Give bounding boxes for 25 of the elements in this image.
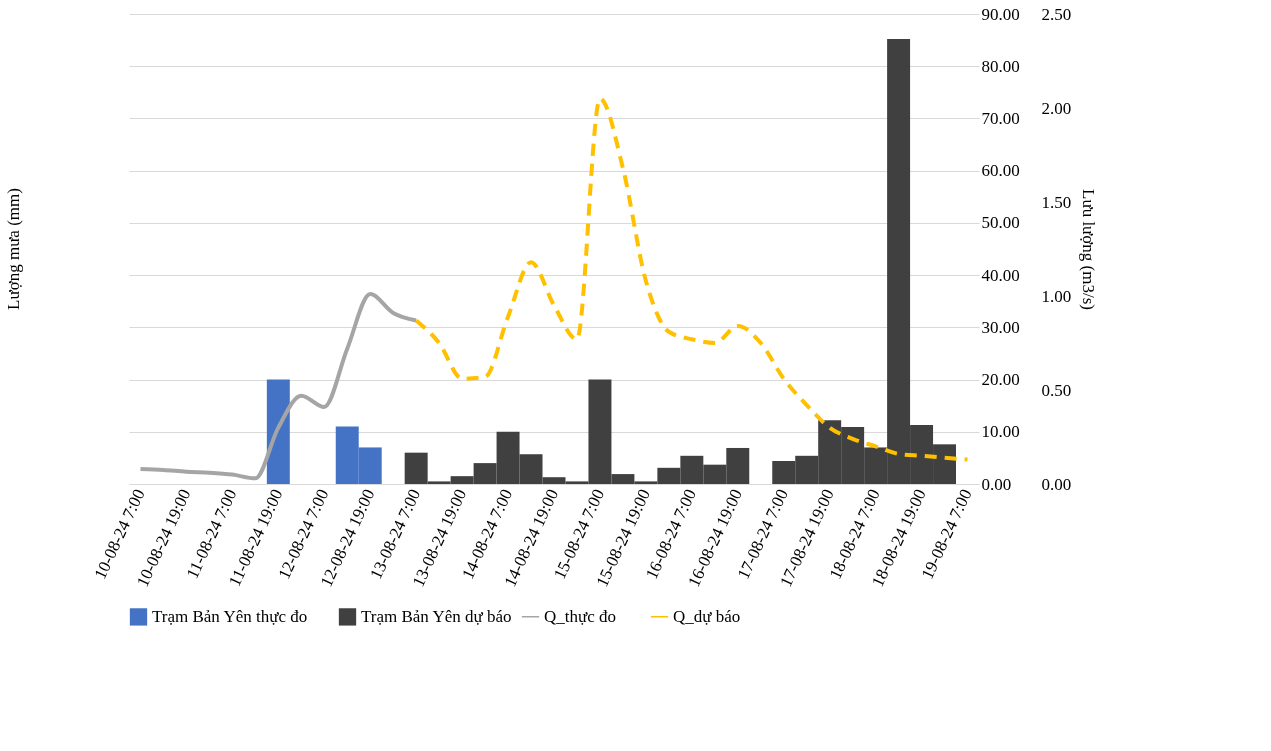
y-tick-label: 20.00 xyxy=(981,370,1020,390)
y2-tick-label: 1.00 xyxy=(1041,286,1072,306)
y2-tick-label: 0.50 xyxy=(1041,380,1072,400)
y-tick-label: 0.00 xyxy=(981,474,1012,494)
y-tick-label: 30.00 xyxy=(981,317,1020,337)
y2-tick-label: 2.50 xyxy=(1041,4,1072,24)
y2-axis-title: Lưu lượng (m3/s) xyxy=(1079,189,1099,310)
y2-tick-label: 2.00 xyxy=(1041,98,1072,118)
y-axis-title: Lượng mưa (mm) xyxy=(4,188,23,310)
y-tick-label: 80.00 xyxy=(981,56,1020,76)
legend-label: Trạm Bản Yên thực đo xyxy=(152,606,308,626)
y-tick-label: 60.00 xyxy=(981,161,1020,181)
y2-tick-label: 1.50 xyxy=(1041,192,1072,212)
y-tick-label: 40.00 xyxy=(981,265,1020,285)
legend-label: Trạm Bản Yên dự báo xyxy=(361,606,512,626)
y-tick-label: 70.00 xyxy=(981,108,1020,128)
y-tick-label: 50.00 xyxy=(981,213,1020,233)
y2-tick-label: 0.00 xyxy=(1041,474,1072,494)
line-series xyxy=(138,292,419,481)
legend-label: Q_dự báo xyxy=(673,606,741,626)
y-tick-label: 10.00 xyxy=(981,422,1020,442)
legend-label: Q_thực đo xyxy=(544,606,617,626)
y-tick-label: 90.00 xyxy=(981,4,1020,24)
line-series xyxy=(414,96,970,462)
bar xyxy=(266,379,290,484)
